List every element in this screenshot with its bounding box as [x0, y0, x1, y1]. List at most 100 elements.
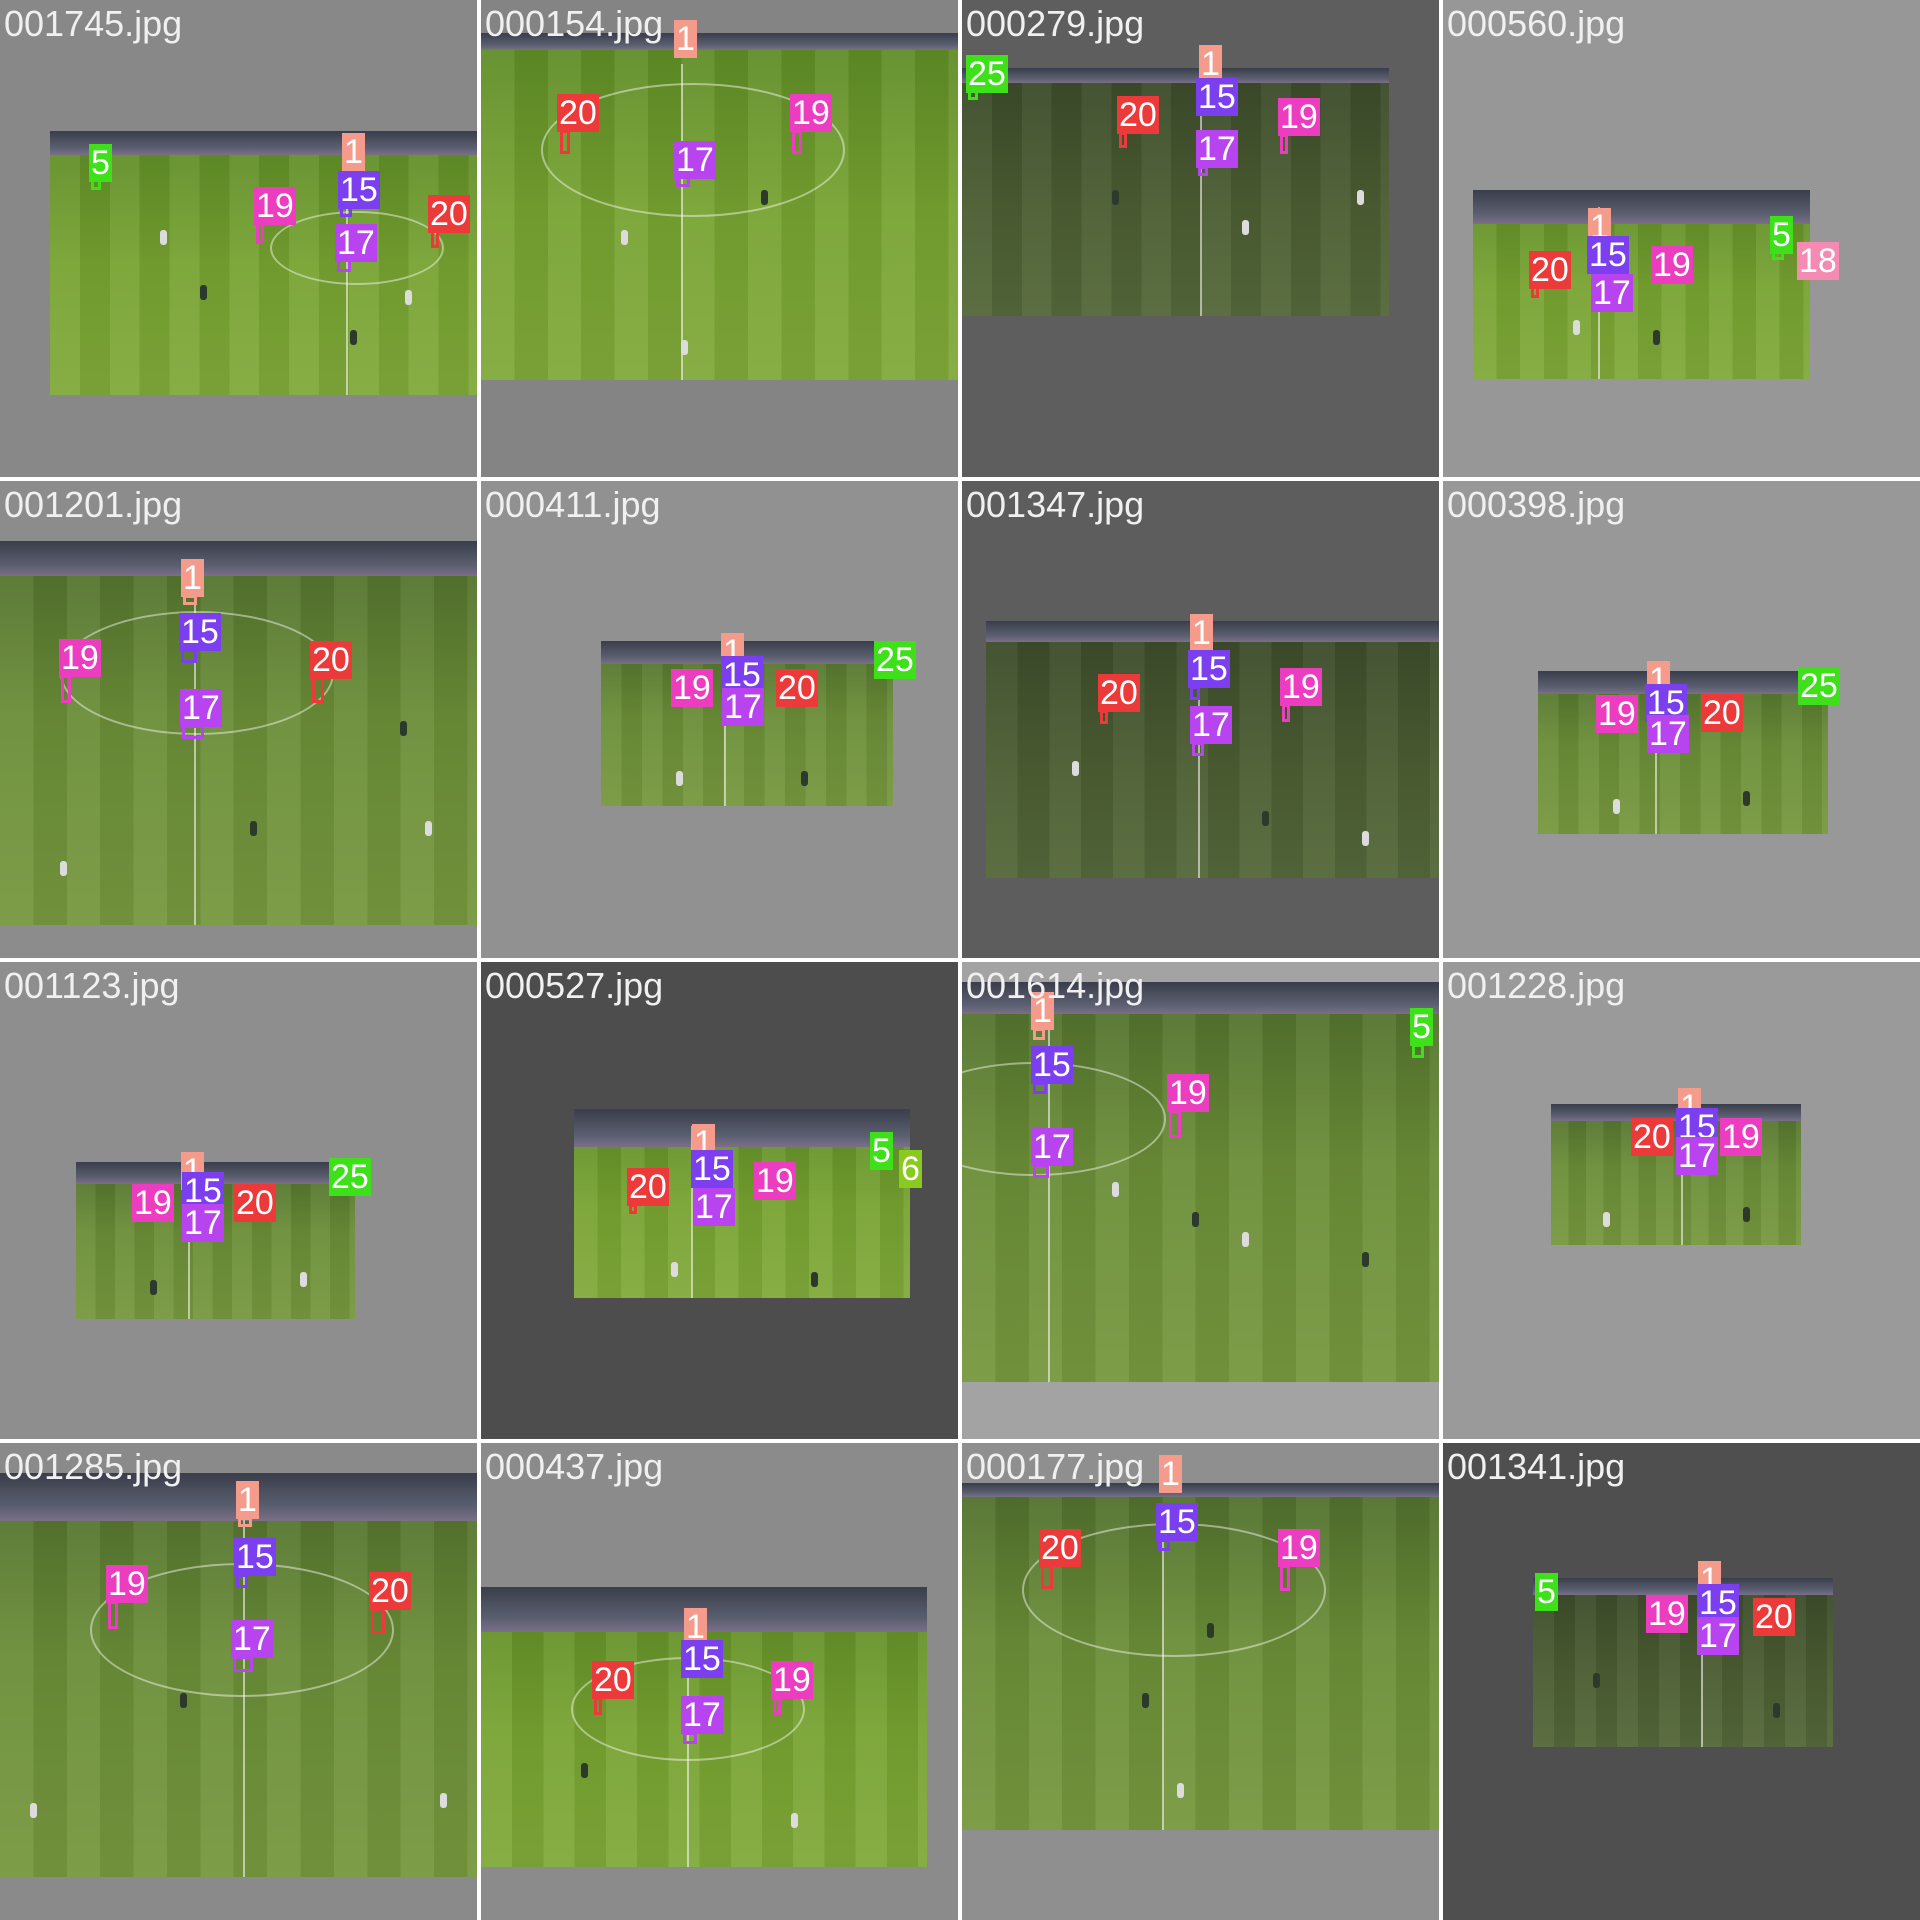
box-19	[1169, 1110, 1181, 1138]
frame-image	[574, 1109, 910, 1298]
tile-001745: 001745.jpg 5 1 15 19 20 17	[0, 0, 477, 477]
box-17	[182, 725, 204, 739]
label-15: 15	[681, 1640, 723, 1678]
tile-filename: 001228.jpg	[1447, 965, 1626, 1006]
label-20: 20	[428, 195, 470, 233]
label-18: 18	[1797, 242, 1839, 280]
label-19: 19	[1278, 1529, 1320, 1567]
label-20: 20	[1753, 1598, 1795, 1636]
box-20	[312, 677, 324, 703]
label-17: 17	[182, 1204, 224, 1242]
box-20	[560, 130, 570, 154]
tile-001614: 001614.jpg 1 5 15 19 17	[962, 962, 1439, 1439]
label-25: 25	[966, 55, 1008, 93]
tile-001347: 001347.jpg 1 15 20 19 17	[962, 481, 1439, 958]
tile-000527: 000527.jpg 1 15 20 19 5 6 17	[481, 962, 958, 1439]
box-19	[792, 130, 802, 154]
box-20	[1100, 710, 1108, 724]
label-17: 17	[1031, 1128, 1073, 1166]
box-17	[1033, 1164, 1049, 1178]
label-15: 15	[691, 1150, 733, 1188]
label-1: 1	[342, 133, 365, 171]
label-5: 5	[1770, 216, 1793, 254]
label-15: 15	[1697, 1584, 1739, 1622]
label-19: 19	[1651, 246, 1693, 284]
label-19: 19	[106, 1565, 148, 1603]
tile-000411: 000411.jpg 1 15 19 20 25 17	[481, 481, 958, 958]
label-15: 15	[234, 1538, 276, 1576]
label-19: 19	[1167, 1074, 1209, 1112]
tile-filename: 000154.jpg	[485, 3, 664, 44]
box-15	[236, 1574, 248, 1588]
frame-image	[0, 541, 477, 925]
label-25: 25	[874, 641, 916, 679]
tile-filename: 000560.jpg	[1447, 3, 1626, 44]
label-17: 17	[1676, 1137, 1718, 1175]
label-20: 20	[592, 1661, 634, 1699]
box-20	[371, 1608, 385, 1634]
label-19: 19	[59, 639, 101, 677]
box-15	[1190, 686, 1200, 700]
tile-filename: 000177.jpg	[966, 1446, 1145, 1487]
frame-image	[962, 68, 1389, 316]
label-1: 1	[684, 1608, 707, 1646]
label-19: 19	[1646, 1595, 1688, 1633]
label-25: 25	[1798, 667, 1840, 705]
tile-001285: 001285.jpg 1 15 19 20 17	[0, 1443, 477, 1920]
tile-000560: 000560.jpg 1 15 20 19 5 18 17	[1443, 0, 1920, 477]
tile-000398: 000398.jpg 1 15 19 20 25 17	[1443, 481, 1920, 958]
tile-filename: 001123.jpg	[4, 965, 180, 1006]
tile-000177: 000177.jpg 1 15 20 19	[962, 1443, 1439, 1920]
label-17: 17	[335, 224, 377, 262]
label-5: 5	[1410, 1008, 1433, 1046]
label-19: 19	[671, 669, 713, 707]
label-17: 17	[1196, 130, 1238, 168]
tile-001201: 001201.jpg 1 15 19 20 17	[0, 481, 477, 958]
tile-001123: 001123.jpg 1 15 19 20 25 17	[0, 962, 477, 1439]
label-17: 17	[231, 1620, 273, 1658]
label-1: 1	[1159, 1455, 1182, 1493]
box-19	[61, 675, 71, 703]
label-17: 17	[693, 1188, 735, 1226]
label-19: 19	[254, 187, 296, 225]
label-15: 15	[338, 171, 380, 209]
frame-image	[962, 1483, 1439, 1830]
tile-filename: 001745.jpg	[4, 3, 183, 44]
label-20: 20	[557, 94, 599, 132]
label-20: 20	[234, 1184, 276, 1222]
label-19: 19	[1280, 668, 1322, 706]
label-20: 20	[1039, 1529, 1081, 1567]
label-19: 19	[1596, 695, 1638, 733]
box-20	[1119, 132, 1127, 148]
tile-000279: 000279.jpg 25 1 15 20 19 17	[962, 0, 1439, 477]
tile-filename: 001614.jpg	[966, 965, 1145, 1006]
box-19	[1280, 1565, 1290, 1591]
label-17: 17	[1647, 715, 1689, 753]
label-1: 1	[1199, 45, 1222, 83]
label-1: 1	[674, 20, 697, 58]
tile-filename: 001285.jpg	[4, 1446, 183, 1487]
label-20: 20	[776, 669, 818, 707]
label-19: 19	[1720, 1118, 1762, 1156]
box-19	[773, 1697, 781, 1715]
frame-image	[50, 131, 477, 395]
label-17: 17	[1190, 706, 1232, 744]
box-19	[256, 222, 264, 244]
label-5: 5	[870, 1132, 893, 1170]
label-19: 19	[1278, 98, 1320, 136]
box-19	[108, 1601, 118, 1629]
tile-filename: 000437.jpg	[485, 1446, 664, 1487]
box-15	[181, 649, 197, 663]
label-1: 1	[1190, 614, 1213, 652]
label-15: 15	[1156, 1503, 1198, 1541]
label-15: 15	[1031, 1046, 1073, 1084]
box-5	[1412, 1044, 1424, 1058]
label-17: 17	[722, 688, 764, 726]
label-1: 1	[236, 1481, 259, 1519]
box-20	[594, 1697, 602, 1715]
label-17: 17	[1697, 1617, 1739, 1655]
tile-filename: 001341.jpg	[1447, 1446, 1626, 1487]
label-20: 20	[1098, 674, 1140, 712]
label-20: 20	[369, 1572, 411, 1610]
